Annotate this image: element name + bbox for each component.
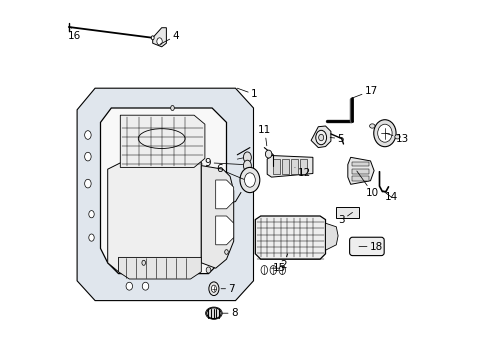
Ellipse shape: [377, 124, 391, 142]
Ellipse shape: [126, 282, 132, 290]
Polygon shape: [107, 162, 201, 272]
Polygon shape: [215, 216, 233, 245]
Text: 2: 2: [279, 254, 287, 270]
Ellipse shape: [84, 152, 91, 161]
Ellipse shape: [269, 266, 276, 275]
Ellipse shape: [142, 260, 145, 265]
Bar: [291, 159, 297, 174]
Polygon shape: [310, 126, 330, 148]
Ellipse shape: [394, 135, 399, 139]
Polygon shape: [152, 28, 166, 47]
Polygon shape: [101, 108, 226, 274]
Ellipse shape: [244, 173, 255, 187]
Text: 18: 18: [358, 242, 382, 252]
Text: 17: 17: [352, 86, 377, 98]
Ellipse shape: [206, 308, 221, 319]
Text: 1: 1: [237, 88, 257, 99]
Ellipse shape: [240, 167, 259, 193]
Polygon shape: [266, 156, 312, 177]
Polygon shape: [118, 257, 201, 279]
Ellipse shape: [318, 134, 323, 141]
Ellipse shape: [84, 179, 91, 188]
Text: 15: 15: [271, 263, 286, 273]
Polygon shape: [255, 216, 325, 259]
Ellipse shape: [170, 105, 174, 111]
Ellipse shape: [265, 150, 271, 158]
Ellipse shape: [84, 131, 91, 139]
FancyBboxPatch shape: [349, 237, 384, 256]
Text: 8: 8: [222, 308, 237, 318]
Text: 5: 5: [329, 134, 343, 144]
Text: 4: 4: [160, 31, 179, 44]
Text: 3: 3: [337, 212, 352, 225]
Ellipse shape: [261, 266, 267, 275]
Text: 6: 6: [216, 164, 244, 179]
Ellipse shape: [373, 120, 395, 147]
Ellipse shape: [211, 285, 216, 292]
Ellipse shape: [243, 160, 251, 171]
Text: 13: 13: [385, 133, 408, 144]
Ellipse shape: [279, 266, 285, 275]
Ellipse shape: [369, 124, 374, 128]
Ellipse shape: [206, 267, 210, 273]
Ellipse shape: [157, 38, 162, 45]
Text: 7: 7: [221, 284, 234, 294]
Ellipse shape: [142, 282, 148, 290]
Polygon shape: [120, 115, 204, 167]
Polygon shape: [201, 166, 233, 268]
Polygon shape: [77, 88, 253, 301]
Ellipse shape: [208, 282, 219, 296]
Ellipse shape: [243, 152, 251, 163]
Polygon shape: [347, 157, 373, 184]
Bar: [282, 159, 288, 174]
Bar: [352, 162, 368, 166]
Text: 11: 11: [258, 125, 271, 146]
Text: 10: 10: [356, 171, 379, 198]
Polygon shape: [325, 223, 337, 250]
Ellipse shape: [224, 250, 228, 255]
Text: 14: 14: [382, 191, 397, 202]
Bar: [336, 207, 358, 218]
Bar: [300, 159, 306, 174]
Text: 9: 9: [204, 158, 242, 168]
Text: 16: 16: [68, 27, 81, 41]
Ellipse shape: [89, 211, 94, 218]
Ellipse shape: [315, 130, 326, 145]
Bar: [352, 169, 368, 174]
Ellipse shape: [89, 234, 94, 241]
Bar: [352, 176, 368, 181]
Text: 12: 12: [294, 167, 310, 178]
Bar: [273, 159, 279, 174]
Polygon shape: [215, 180, 233, 209]
Ellipse shape: [151, 36, 154, 40]
